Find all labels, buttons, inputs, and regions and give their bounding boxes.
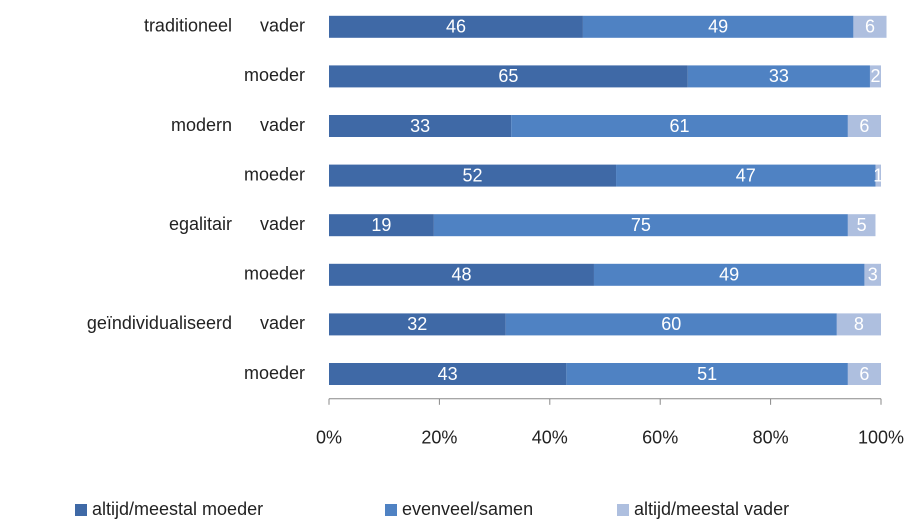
bar-segment [853,15,887,38]
data-label: 47 [736,165,756,185]
bar-segment [864,263,881,286]
bar-segment [847,214,876,237]
x-tick-label: 40% [532,428,568,448]
data-label: 33 [769,66,789,86]
legend-swatch [385,504,397,516]
category-label: vader [260,115,305,135]
data-label: 46 [446,17,466,37]
data-label: 61 [670,116,690,136]
legend-label: altijd/meestal vader [634,499,789,519]
data-label: 75 [631,215,651,235]
legend-swatch [617,504,629,516]
bar-segment [329,115,512,137]
category-label: moeder [244,65,305,85]
category-label: moeder [244,264,305,284]
bar-segment [329,214,434,237]
bar-segment [329,313,506,336]
group-label: modern [171,115,232,135]
bar-segment [836,313,881,336]
legend-label: evenveel/samen [402,499,533,519]
bar-segment [329,65,688,88]
bar-segment [329,363,567,385]
x-tick-label: 0% [316,428,342,448]
data-label: 6 [865,17,875,37]
x-tick-label: 100% [858,428,904,448]
data-label: 52 [463,165,483,185]
data-label: 6 [859,116,869,136]
legend-label: altijd/meestal moeder [92,499,263,519]
bar-segment [687,65,870,88]
category-label: vader [260,313,305,333]
bar-segment [511,115,848,137]
data-label: 6 [859,364,869,384]
category-label: vader [260,214,305,234]
category-label: vader [260,16,305,36]
data-label: 8 [854,314,864,334]
data-label: 49 [708,17,728,37]
bar-segment [505,313,837,336]
group-label: geïndividualiseerd [87,313,232,333]
group-label: traditioneel [144,16,232,36]
data-label: 3 [868,265,878,285]
bar-segment [847,363,881,385]
bar-segment [329,164,617,187]
data-label: 32 [407,314,427,334]
data-label: 33 [410,116,430,136]
data-label: 48 [451,265,471,285]
x-tick-label: 60% [642,428,678,448]
data-label: 19 [371,215,391,235]
bar-segment [582,15,854,38]
data-label: 43 [438,364,458,384]
bar-segment [566,363,848,385]
category-label: moeder [244,363,305,383]
bar-segment [869,65,881,88]
data-label: 2 [870,66,880,86]
data-label: 1 [873,165,883,185]
bar-segment [616,164,876,187]
category-label: moeder [244,164,305,184]
bar-segment [847,115,881,137]
x-tick-label: 80% [753,428,789,448]
bar-segment [433,214,848,237]
bar-segment [329,263,594,286]
bar-segment [593,263,865,286]
group-label: egalitair [169,214,232,234]
bar-segment [329,15,583,38]
data-label: 51 [697,364,717,384]
x-tick-label: 20% [421,428,457,448]
bar-segment [875,164,881,187]
legend-swatch [75,504,87,516]
data-label: 65 [498,66,518,86]
data-label: 60 [661,314,681,334]
data-label: 49 [719,265,739,285]
data-label: 5 [857,215,867,235]
